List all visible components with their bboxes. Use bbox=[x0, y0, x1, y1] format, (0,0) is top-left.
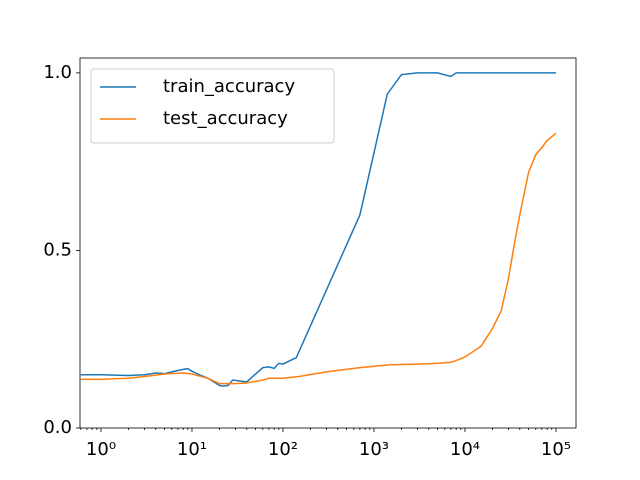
y-tick-label: 1.0 bbox=[43, 62, 72, 83]
x-tick-label: 10³ bbox=[359, 439, 389, 460]
x-tick-label: 10⁵ bbox=[541, 439, 571, 460]
line-series bbox=[80, 72, 556, 387]
x-tick-label: 10⁴ bbox=[450, 439, 480, 460]
legend-label: train_accuracy bbox=[163, 76, 295, 97]
plot-frame bbox=[79, 57, 577, 429]
legend-box bbox=[90, 68, 335, 144]
x-tick-label: 10⁰ bbox=[86, 439, 116, 460]
x-tick-label: 10¹ bbox=[177, 439, 207, 460]
y-tick-label: 0.0 bbox=[43, 417, 72, 438]
line-series bbox=[80, 132, 557, 385]
x-tick-label: 10² bbox=[268, 439, 298, 460]
legend-label: test_accuracy bbox=[163, 108, 288, 129]
y-tick-label: 0.5 bbox=[43, 239, 72, 260]
